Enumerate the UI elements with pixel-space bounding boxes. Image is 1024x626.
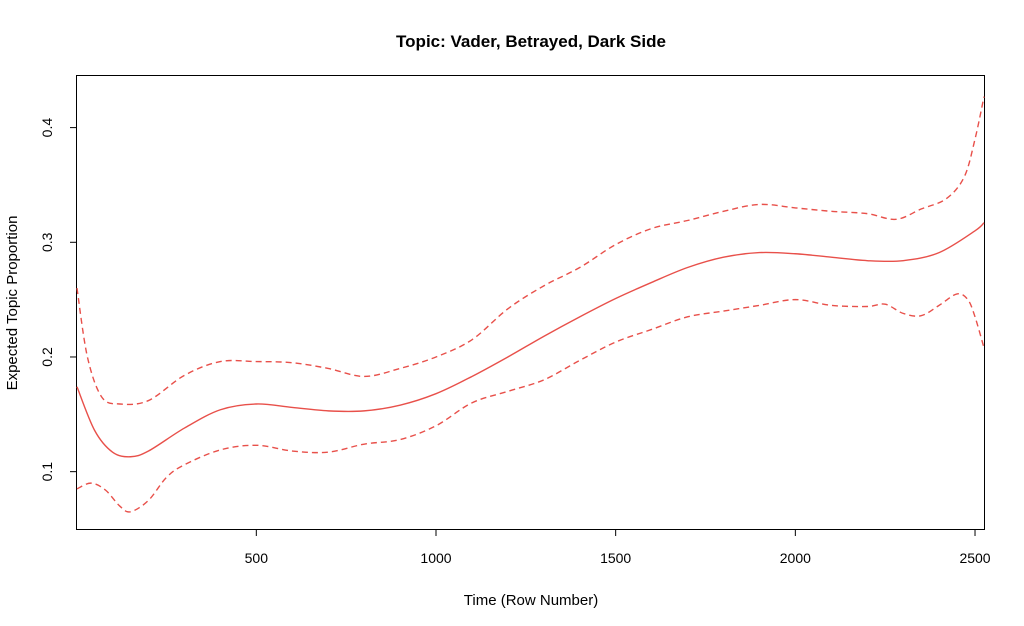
- plot-frame: [76, 75, 985, 530]
- y-tick-label: 0.3: [39, 232, 55, 252]
- series-line-upper-bound: [76, 96, 985, 406]
- series-layer: [76, 96, 985, 513]
- x-tick-label: 2000: [780, 550, 811, 566]
- x-axis: 500 1000 1500 2000 2500: [245, 529, 991, 566]
- x-tick-label: 2500: [959, 550, 990, 566]
- y-axis-label: Expected Topic Proportion: [4, 216, 21, 391]
- series-line-estimate: [76, 222, 985, 458]
- series-line-lower-bound: [76, 293, 985, 513]
- y-tick-label: 0.4: [39, 118, 55, 138]
- x-tick-label: 1500: [600, 550, 631, 566]
- y-tick-label: 0.2: [39, 347, 55, 367]
- y-tick-label: 0.1: [39, 462, 55, 482]
- x-tick-label: 1000: [420, 550, 451, 566]
- x-axis-label: Time (Row Number): [464, 592, 598, 609]
- y-axis: 0.1 0.2 0.3 0.4: [39, 118, 77, 482]
- chart-title: Topic: Vader, Betrayed, Dark Side: [396, 32, 666, 51]
- x-tick-label: 500: [245, 550, 269, 566]
